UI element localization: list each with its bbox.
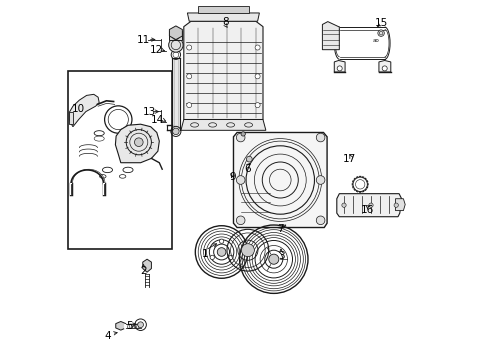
Polygon shape xyxy=(116,124,159,163)
Text: 13: 13 xyxy=(143,107,156,117)
Polygon shape xyxy=(170,26,182,40)
Circle shape xyxy=(242,244,254,257)
Circle shape xyxy=(382,66,387,71)
Polygon shape xyxy=(69,94,99,127)
Polygon shape xyxy=(379,60,391,72)
Text: 15: 15 xyxy=(375,18,389,28)
Text: 17: 17 xyxy=(343,154,356,164)
Polygon shape xyxy=(395,199,405,211)
Bar xyxy=(68,71,172,249)
Polygon shape xyxy=(69,112,73,124)
Circle shape xyxy=(378,30,384,36)
Text: 5: 5 xyxy=(126,321,132,331)
Circle shape xyxy=(342,203,346,207)
Circle shape xyxy=(394,203,398,207)
Polygon shape xyxy=(143,259,151,272)
Circle shape xyxy=(210,255,215,260)
Text: 12: 12 xyxy=(150,45,164,55)
Text: 11: 11 xyxy=(137,35,150,45)
Circle shape xyxy=(316,133,325,142)
Text: 9: 9 xyxy=(229,172,236,182)
Circle shape xyxy=(169,38,183,52)
Circle shape xyxy=(316,216,325,225)
Circle shape xyxy=(369,203,373,207)
Text: 10: 10 xyxy=(72,104,85,114)
Polygon shape xyxy=(334,60,345,72)
Text: 2: 2 xyxy=(140,266,147,276)
Circle shape xyxy=(255,74,260,79)
Circle shape xyxy=(138,322,144,328)
Text: 4: 4 xyxy=(104,330,111,341)
Circle shape xyxy=(172,128,179,135)
Circle shape xyxy=(269,254,279,264)
Circle shape xyxy=(337,66,342,71)
Circle shape xyxy=(246,156,252,162)
Polygon shape xyxy=(184,21,263,120)
Text: 14: 14 xyxy=(151,114,165,125)
Polygon shape xyxy=(187,13,259,21)
Circle shape xyxy=(220,239,224,243)
Text: 6: 6 xyxy=(244,164,250,174)
Text: 7: 7 xyxy=(277,224,284,234)
Text: 16: 16 xyxy=(361,204,374,215)
Bar xyxy=(170,31,182,40)
Circle shape xyxy=(255,103,260,108)
Circle shape xyxy=(236,216,245,225)
Text: 3: 3 xyxy=(278,251,284,261)
Circle shape xyxy=(217,248,226,256)
Circle shape xyxy=(134,138,143,147)
Text: 1: 1 xyxy=(202,249,209,259)
Text: ao: ao xyxy=(373,39,380,44)
Bar xyxy=(198,6,248,13)
Circle shape xyxy=(229,255,233,260)
Circle shape xyxy=(255,45,260,50)
Circle shape xyxy=(316,176,325,184)
Circle shape xyxy=(236,176,245,184)
Polygon shape xyxy=(322,22,339,50)
Text: 8: 8 xyxy=(222,17,228,27)
Polygon shape xyxy=(337,194,402,217)
Circle shape xyxy=(241,132,245,136)
Polygon shape xyxy=(181,120,266,130)
Circle shape xyxy=(187,74,192,79)
Circle shape xyxy=(187,103,192,108)
Polygon shape xyxy=(233,132,327,228)
Circle shape xyxy=(187,45,192,50)
Circle shape xyxy=(236,133,245,142)
Polygon shape xyxy=(116,321,126,330)
